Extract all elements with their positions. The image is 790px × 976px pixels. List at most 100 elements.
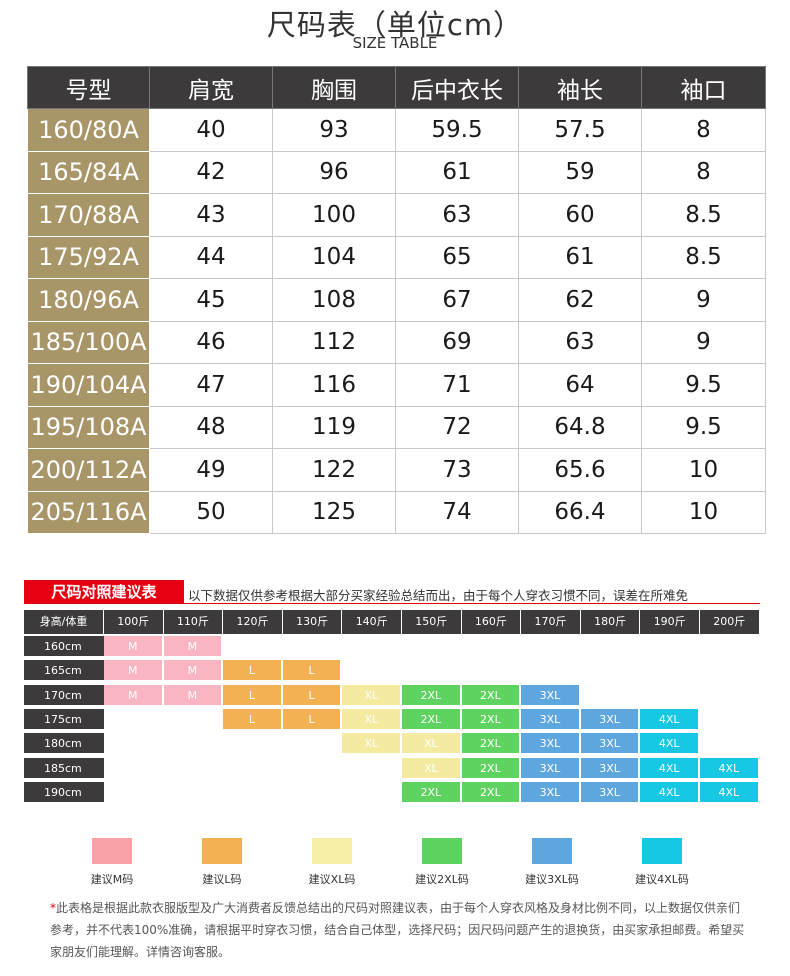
recommend-title: 尺码对照建议表 xyxy=(24,580,184,604)
size-cell: 3XL xyxy=(521,733,581,756)
size-cell: 2XL xyxy=(402,781,462,804)
size-cell: XL xyxy=(402,733,462,756)
table-cell: 44 xyxy=(149,235,273,279)
size-cell: L xyxy=(282,708,343,731)
page-title: 尺码表（单位cm） xyxy=(266,8,524,42)
size-cell: 2XL xyxy=(461,733,522,756)
size-cell: L xyxy=(282,660,343,683)
size-cell: 3XL xyxy=(521,757,581,780)
table-row: 195/108A 48 119 72 64.8 9.5 xyxy=(27,405,766,449)
page-subtitle: SIZE TABLE xyxy=(352,34,438,52)
legend-label: 建议4XL码 xyxy=(635,873,689,886)
weight-header: 190斤 xyxy=(640,610,700,634)
weight-header: 150斤 xyxy=(402,610,462,634)
legend-swatch xyxy=(312,838,352,864)
table-cell: 43 xyxy=(149,193,273,237)
legend-label: 建议3XL码 xyxy=(525,873,579,886)
size-cell: XL xyxy=(342,684,402,707)
table-cell: 73 xyxy=(395,448,519,492)
size-code-cell: 200/112A xyxy=(27,448,150,492)
size-cell: 2XL xyxy=(402,708,462,731)
height-label: 185cm xyxy=(24,757,104,780)
legend-swatch xyxy=(532,838,572,864)
legend-swatch xyxy=(92,838,132,864)
recommend-divider xyxy=(24,603,760,604)
height-label: 165cm xyxy=(24,660,104,683)
table-cell: 40 xyxy=(149,108,273,152)
size-cell: 3XL xyxy=(580,781,641,804)
height-label: 175cm xyxy=(24,708,104,731)
table-cell: 72 xyxy=(395,405,519,449)
table-cell: 100 xyxy=(272,193,396,237)
size-cell: 4XL xyxy=(640,733,700,756)
table-cell: 62 xyxy=(518,278,642,322)
legend-item: 建议2XL码 xyxy=(407,838,477,887)
size-code-cell: 195/108A xyxy=(27,405,150,449)
table-cell: 67 xyxy=(395,278,519,322)
column-header: 后中衣长 xyxy=(395,66,519,109)
weight-header: 170斤 xyxy=(521,610,581,634)
grid-corner-header: 身高/体重 xyxy=(24,610,104,634)
size-cell: L xyxy=(223,684,283,707)
size-cell: 3XL xyxy=(580,733,641,756)
recommend-note: 以下数据仅供参考根据大部分买家经验总结而出，由于每个人穿衣习惯不同，误差在所难免 xyxy=(188,588,689,603)
table-cell: 59 xyxy=(518,150,642,194)
table-row: 170/88A 43 100 63 60 8.5 xyxy=(27,193,766,237)
size-cell: 4XL xyxy=(640,708,700,731)
table-cell: 71 xyxy=(395,363,519,407)
weight-header: 200斤 xyxy=(700,610,760,634)
table-row: 165/84A 42 96 61 59 8 xyxy=(27,150,766,194)
footer-text: 此表格是根据此款衣服版型及广大消费者反馈总结出的尺码对照建议表，由于每个人穿衣风… xyxy=(50,901,745,959)
weight-header: 110斤 xyxy=(163,610,224,634)
table-cell: 66.4 xyxy=(518,490,642,534)
column-header: 袖长 xyxy=(518,66,642,109)
footer-note: *此表格是根据此款衣服版型及广大消费者反馈总结出的尺码对照建议表，由于每个人穿衣… xyxy=(50,897,750,963)
size-code-cell: 165/84A xyxy=(27,150,150,194)
size-cell: XL xyxy=(342,708,402,731)
table-cell: 57.5 xyxy=(518,108,642,152)
table-row: 190/104A 47 116 71 64 9.5 xyxy=(27,363,766,407)
table-cell: 48 xyxy=(149,405,273,449)
size-cell: XL xyxy=(402,757,462,780)
column-header: 袖口 xyxy=(641,66,766,109)
size-cell: M xyxy=(163,636,224,658)
size-cell: 3XL xyxy=(521,708,581,731)
weight-header: 100斤 xyxy=(104,610,164,634)
size-cell: L xyxy=(282,684,343,707)
table-cell: 65.6 xyxy=(518,448,642,492)
table-cell: 9 xyxy=(641,320,766,364)
legend-item: 建议3XL码 xyxy=(517,838,587,887)
column-header: 肩宽 xyxy=(149,66,273,109)
legend-item: 建议L码 xyxy=(187,838,257,887)
size-cell: L xyxy=(223,708,283,731)
table-cell: 10 xyxy=(641,448,766,492)
table-cell: 125 xyxy=(272,490,396,534)
size-cell: 2XL xyxy=(461,708,522,731)
table-cell: 9 xyxy=(641,278,766,322)
legend-swatch xyxy=(642,838,682,864)
table-cell: 96 xyxy=(272,150,396,194)
size-cell: M xyxy=(104,636,164,658)
height-label: 180cm xyxy=(24,733,104,756)
legend-item: 建议4XL码 xyxy=(627,838,697,887)
legend-label: 建议L码 xyxy=(202,873,242,886)
table-cell: 60 xyxy=(518,193,642,237)
size-cell: L xyxy=(223,660,283,683)
table-cell: 8.5 xyxy=(641,235,766,279)
weight-header: 120斤 xyxy=(223,610,283,634)
size-cell: 4XL xyxy=(640,757,700,780)
size-code-cell: 160/80A xyxy=(27,108,150,152)
legend-swatch xyxy=(422,838,462,864)
size-cell: M xyxy=(163,660,224,683)
table-cell: 63 xyxy=(395,193,519,237)
table-cell: 50 xyxy=(149,490,273,534)
size-cell: 3XL xyxy=(580,757,641,780)
size-cell: M xyxy=(104,660,164,683)
table-cell: 46 xyxy=(149,320,273,364)
table-row: 205/116A 50 125 74 66.4 10 xyxy=(27,490,766,534)
size-cell: 3XL xyxy=(521,684,581,707)
size-cell: 4XL xyxy=(700,757,760,780)
table-cell: 65 xyxy=(395,235,519,279)
height-label: 170cm xyxy=(24,684,104,707)
table-cell: 8 xyxy=(641,108,766,152)
